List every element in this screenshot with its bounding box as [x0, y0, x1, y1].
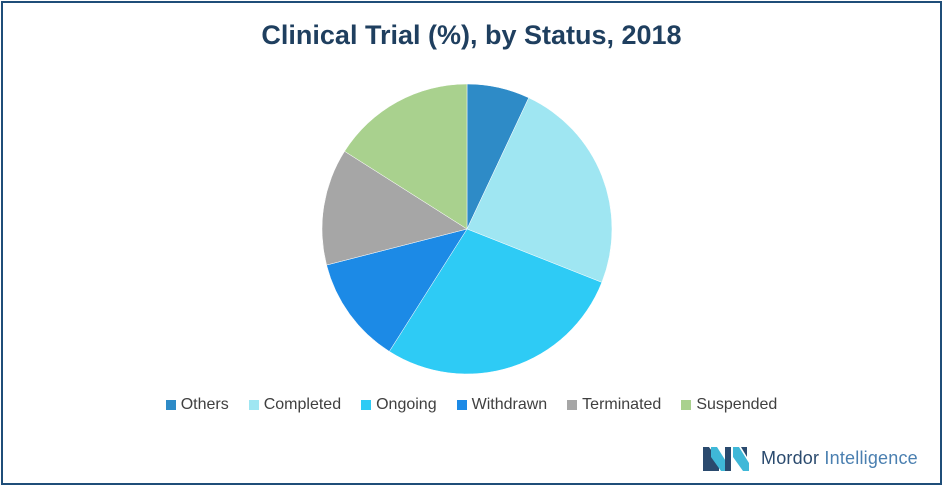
chart-title: Clinical Trial (%), by Status, 2018	[261, 20, 682, 50]
legend-item-terminated: Terminated	[567, 396, 661, 414]
pie-slice-completed	[466, 97, 613, 283]
legend-item-suspended: Suspended	[681, 396, 777, 414]
legend-label: Ongoing	[376, 396, 437, 413]
legend-swatch	[456, 400, 467, 410]
pie-slice-terminated	[321, 150, 468, 266]
legend-swatch	[165, 400, 176, 410]
legend-item-completed: Completed	[248, 396, 342, 414]
legend-swatch	[681, 400, 692, 410]
pie-slice-withdrawn	[326, 228, 468, 352]
legend-label: Withdrawn	[471, 396, 548, 413]
brand-name-bold: Mordor	[761, 447, 820, 468]
legend-label: Others	[180, 396, 229, 413]
legend-item-withdrawn: Withdrawn	[456, 396, 548, 414]
pie-slice-ongoing	[388, 228, 603, 375]
legend-label: Terminated	[582, 396, 662, 413]
legend-swatch	[248, 400, 259, 410]
legend-swatch	[567, 400, 578, 410]
brand-name-light: Intelligence	[824, 447, 918, 468]
legend-label: Completed	[263, 396, 342, 413]
legend-label: Suspended	[696, 396, 778, 413]
brand-name: Mordor Intelligence	[761, 448, 918, 469]
chart-legend: Others Completed Ongoing Withdrawn Terminate…	[0, 396, 943, 414]
legend-item-ongoing: Ongoing	[361, 396, 437, 414]
brand: Mordor Intelligence	[703, 445, 918, 471]
mordor-intelligence-logo-icon	[703, 447, 749, 471]
legend-item-others: Others	[165, 396, 229, 414]
legend-swatch	[361, 400, 372, 410]
pie-slice-suspended	[344, 83, 468, 230]
